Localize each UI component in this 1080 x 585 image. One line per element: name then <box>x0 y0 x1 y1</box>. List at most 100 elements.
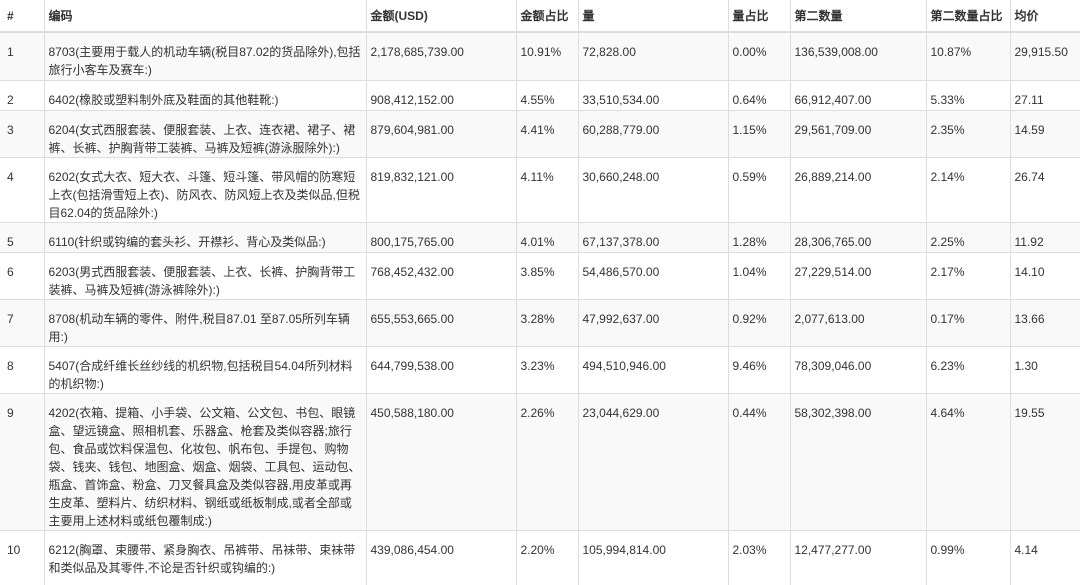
cell-quantity-share: 0.92% <box>728 300 790 347</box>
cell-quantity: 33,510,534.00 <box>578 81 728 111</box>
column-header-quantity[interactable]: 量 <box>578 0 728 32</box>
table-row: 10 6212(胸罩、束腰带、紧身胸衣、吊裤带、吊袜带、束袜带和类似品及其零件,… <box>0 531 1080 585</box>
cell-second-quantity-share: 4.64% <box>926 394 1010 531</box>
cell-second-quantity: 136,539,008.00 <box>790 32 926 81</box>
cell-code: 8703(主要用于载人的机动车辆(税目87.02的货品除外),包括旅行小客车及赛… <box>44 32 366 81</box>
table-row: 5 6110(针织或钩编的套头衫、开襟衫、背心及类似品:) 800,175,76… <box>0 223 1080 253</box>
cell-code: 6212(胸罩、束腰带、紧身胸衣、吊裤带、吊袜带、束袜带和类似品及其零件,不论是… <box>44 531 366 585</box>
table-row: 1 8703(主要用于载人的机动车辆(税目87.02的货品除外),包括旅行小客车… <box>0 32 1080 81</box>
cell-second-quantity-share: 0.17% <box>926 300 1010 347</box>
cell-index: 7 <box>0 300 44 347</box>
cell-quantity-share: 9.46% <box>728 347 790 394</box>
cell-index: 2 <box>0 81 44 111</box>
cell-quantity: 23,044,629.00 <box>578 394 728 531</box>
cell-amount: 644,799,538.00 <box>366 347 516 394</box>
cell-amount-share: 4.01% <box>516 223 578 253</box>
cell-second-quantity-share: 10.87% <box>926 32 1010 81</box>
cell-index: 8 <box>0 347 44 394</box>
cell-quantity-share: 1.28% <box>728 223 790 253</box>
cell-second-quantity: 29,561,709.00 <box>790 111 926 158</box>
cell-average-price: 29,915.50 <box>1010 32 1080 81</box>
cell-amount-share: 3.28% <box>516 300 578 347</box>
cell-second-quantity-share: 2.14% <box>926 158 1010 223</box>
cell-average-price: 13.66 <box>1010 300 1080 347</box>
column-header-amount-share[interactable]: 金额占比 <box>516 0 578 32</box>
cell-average-price: 11.92 <box>1010 223 1080 253</box>
cell-average-price: 14.10 <box>1010 253 1080 300</box>
cell-amount-share: 2.26% <box>516 394 578 531</box>
cell-index: 5 <box>0 223 44 253</box>
cell-index: 9 <box>0 394 44 531</box>
cell-code: 6402(橡胶或塑料制外底及鞋面的其他鞋靴:) <box>44 81 366 111</box>
cell-index: 3 <box>0 111 44 158</box>
cell-quantity: 30,660,248.00 <box>578 158 728 223</box>
cell-quantity: 54,486,570.00 <box>578 253 728 300</box>
column-header-second-quantity[interactable]: 第二数量 <box>790 0 926 32</box>
column-header-quantity-share[interactable]: 量占比 <box>728 0 790 32</box>
cell-amount: 768,452,432.00 <box>366 253 516 300</box>
cell-average-price: 26.74 <box>1010 158 1080 223</box>
cell-amount: 439,086,454.00 <box>366 531 516 585</box>
cell-quantity-share: 0.44% <box>728 394 790 531</box>
table-row: 9 4202(衣箱、提箱、小手袋、公文箱、公文包、书包、眼镜盒、望远镜盒、照相机… <box>0 394 1080 531</box>
cell-amount-share: 4.11% <box>516 158 578 223</box>
cell-quantity-share: 0.00% <box>728 32 790 81</box>
cell-amount: 450,588,180.00 <box>366 394 516 531</box>
cell-second-quantity-share: 2.17% <box>926 253 1010 300</box>
cell-second-quantity-share: 2.35% <box>926 111 1010 158</box>
column-header-second-quantity-share[interactable]: 第二数量占比 <box>926 0 1010 32</box>
cell-quantity: 72,828.00 <box>578 32 728 81</box>
cell-average-price: 4.14 <box>1010 531 1080 585</box>
table-row: 6 6203(男式西服套装、便服套装、上衣、长裤、护胸背带工装裤、马裤及短裤(游… <box>0 253 1080 300</box>
cell-amount-share: 3.23% <box>516 347 578 394</box>
cell-average-price: 1.30 <box>1010 347 1080 394</box>
cell-code: 8708(机动车辆的零件、附件,税目87.01 至87.05所列车辆用:) <box>44 300 366 347</box>
cell-amount: 2,178,685,739.00 <box>366 32 516 81</box>
cell-amount: 819,832,121.00 <box>366 158 516 223</box>
cell-second-quantity-share: 5.33% <box>926 81 1010 111</box>
cell-quantity: 494,510,946.00 <box>578 347 728 394</box>
column-header-amount[interactable]: 金额(USD) <box>366 0 516 32</box>
cell-quantity-share: 1.04% <box>728 253 790 300</box>
cell-average-price: 27.11 <box>1010 81 1080 111</box>
cell-quantity-share: 0.59% <box>728 158 790 223</box>
cell-second-quantity: 26,889,214.00 <box>790 158 926 223</box>
cell-amount: 908,412,152.00 <box>366 81 516 111</box>
column-header-index[interactable]: # <box>0 0 44 32</box>
cell-second-quantity: 78,309,046.00 <box>790 347 926 394</box>
cell-second-quantity: 27,229,514.00 <box>790 253 926 300</box>
column-header-code[interactable]: 编码 <box>44 0 366 32</box>
table-row: 7 8708(机动车辆的零件、附件,税目87.01 至87.05所列车辆用:) … <box>0 300 1080 347</box>
cell-index: 10 <box>0 531 44 585</box>
cell-amount: 800,175,765.00 <box>366 223 516 253</box>
cell-quantity: 67,137,378.00 <box>578 223 728 253</box>
cell-amount-share: 4.41% <box>516 111 578 158</box>
cell-second-quantity-share: 2.25% <box>926 223 1010 253</box>
cell-second-quantity-share: 0.99% <box>926 531 1010 585</box>
cell-amount-share: 4.55% <box>516 81 578 111</box>
cell-amount-share: 3.85% <box>516 253 578 300</box>
cell-amount-share: 2.20% <box>516 531 578 585</box>
cell-amount-share: 10.91% <box>516 32 578 81</box>
cell-second-quantity: 28,306,765.00 <box>790 223 926 253</box>
cell-quantity: 105,994,814.00 <box>578 531 728 585</box>
table-row: 2 6402(橡胶或塑料制外底及鞋面的其他鞋靴:) 908,412,152.00… <box>0 81 1080 111</box>
cell-quantity-share: 0.64% <box>728 81 790 111</box>
cell-index: 6 <box>0 253 44 300</box>
cell-code: 6203(男式西服套装、便服套装、上衣、长裤、护胸背带工装裤、马裤及短裤(游泳裤… <box>44 253 366 300</box>
cell-index: 4 <box>0 158 44 223</box>
cell-quantity: 47,992,637.00 <box>578 300 728 347</box>
cell-second-quantity: 12,477,277.00 <box>790 531 926 585</box>
column-header-average-price[interactable]: 均价 <box>1010 0 1080 32</box>
table-row: 8 5407(合成纤维长丝纱线的机织物,包括税目54.04所列材料的机织物:) … <box>0 347 1080 394</box>
cell-second-quantity: 2,077,613.00 <box>790 300 926 347</box>
table-row: 3 6204(女式西服套装、便服套装、上衣、连衣裙、裙子、裙裤、长裤、护胸背带工… <box>0 111 1080 158</box>
cell-amount: 879,604,981.00 <box>366 111 516 158</box>
table-row: 4 6202(女式大衣、短大衣、斗篷、短斗篷、带风帽的防寒短上衣(包括滑雪短上衣… <box>0 158 1080 223</box>
cell-quantity: 60,288,779.00 <box>578 111 728 158</box>
table-header-row: # 编码 金额(USD) 金额占比 量 量占比 第二数量 第二数量占比 均价 <box>0 0 1080 32</box>
cell-second-quantity: 58,302,398.00 <box>790 394 926 531</box>
cell-second-quantity-share: 6.23% <box>926 347 1010 394</box>
cell-average-price: 19.55 <box>1010 394 1080 531</box>
cell-code: 5407(合成纤维长丝纱线的机织物,包括税目54.04所列材料的机织物:) <box>44 347 366 394</box>
